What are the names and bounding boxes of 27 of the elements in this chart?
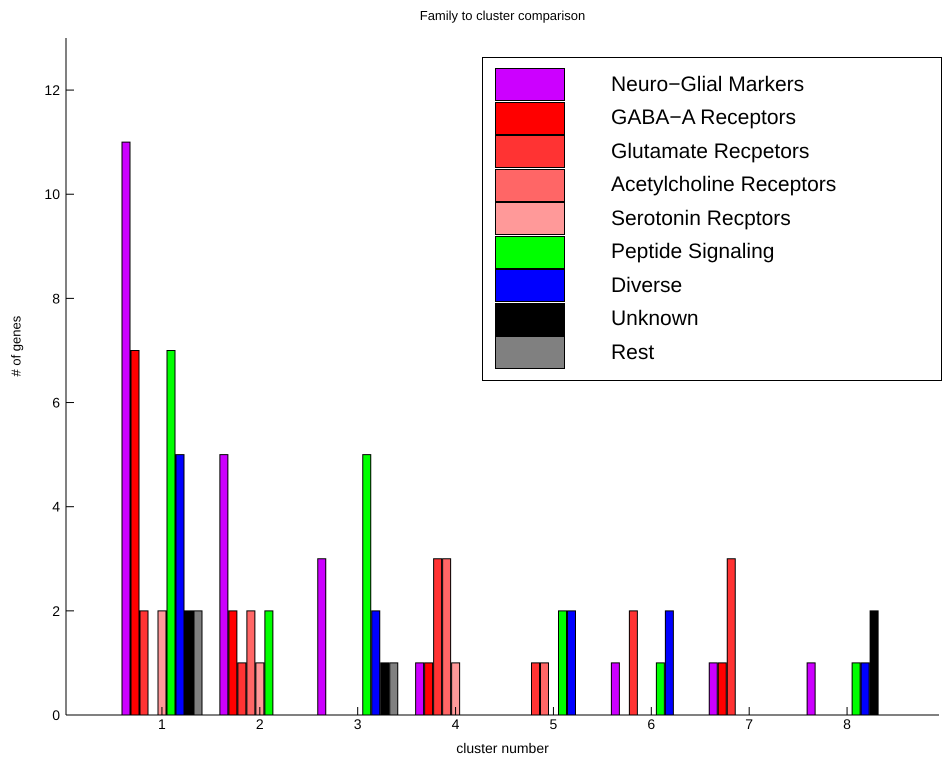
- y-tick-label: 6: [52, 394, 60, 411]
- x-tick-label: 2: [256, 716, 264, 732]
- legend-label: Glutamate Recpetors: [611, 140, 810, 164]
- y-tick-label: 10: [44, 186, 60, 202]
- legend-label: GABA−A Receptors: [611, 106, 796, 130]
- y-tick-label: 2: [52, 602, 60, 619]
- x-tick-label: 1: [158, 716, 166, 732]
- legend-label: Peptide Signaling: [611, 240, 774, 264]
- y-tick-label: 0: [52, 706, 60, 723]
- x-tick-label: 5: [550, 716, 558, 732]
- x-tick-label: 8: [843, 716, 852, 732]
- x-tick-label: 4: [452, 716, 460, 732]
- legend-label: Acetylcholine Receptors: [611, 173, 836, 198]
- y-tick-label: 4: [52, 498, 60, 515]
- legend-label: Rest: [611, 340, 654, 365]
- x-tick-label: 3: [354, 716, 362, 732]
- legend-label: Diverse: [611, 274, 682, 298]
- x-axis-title: cluster number: [456, 740, 550, 756]
- y-tick-label: 8: [52, 290, 60, 306]
- y-tick-label: 12: [44, 82, 60, 98]
- legend-label: Serotonin Recptors: [611, 206, 791, 231]
- chart-title: Family to cluster comparison: [418, 8, 586, 23]
- legend-label: Unknown: [611, 307, 699, 332]
- legend-label: Neuro−Glial Markers: [611, 72, 804, 97]
- x-tick-label: 7: [745, 716, 754, 732]
- y-axis-title: # of genes: [8, 315, 24, 376]
- x-tick-label: 6: [647, 716, 656, 732]
